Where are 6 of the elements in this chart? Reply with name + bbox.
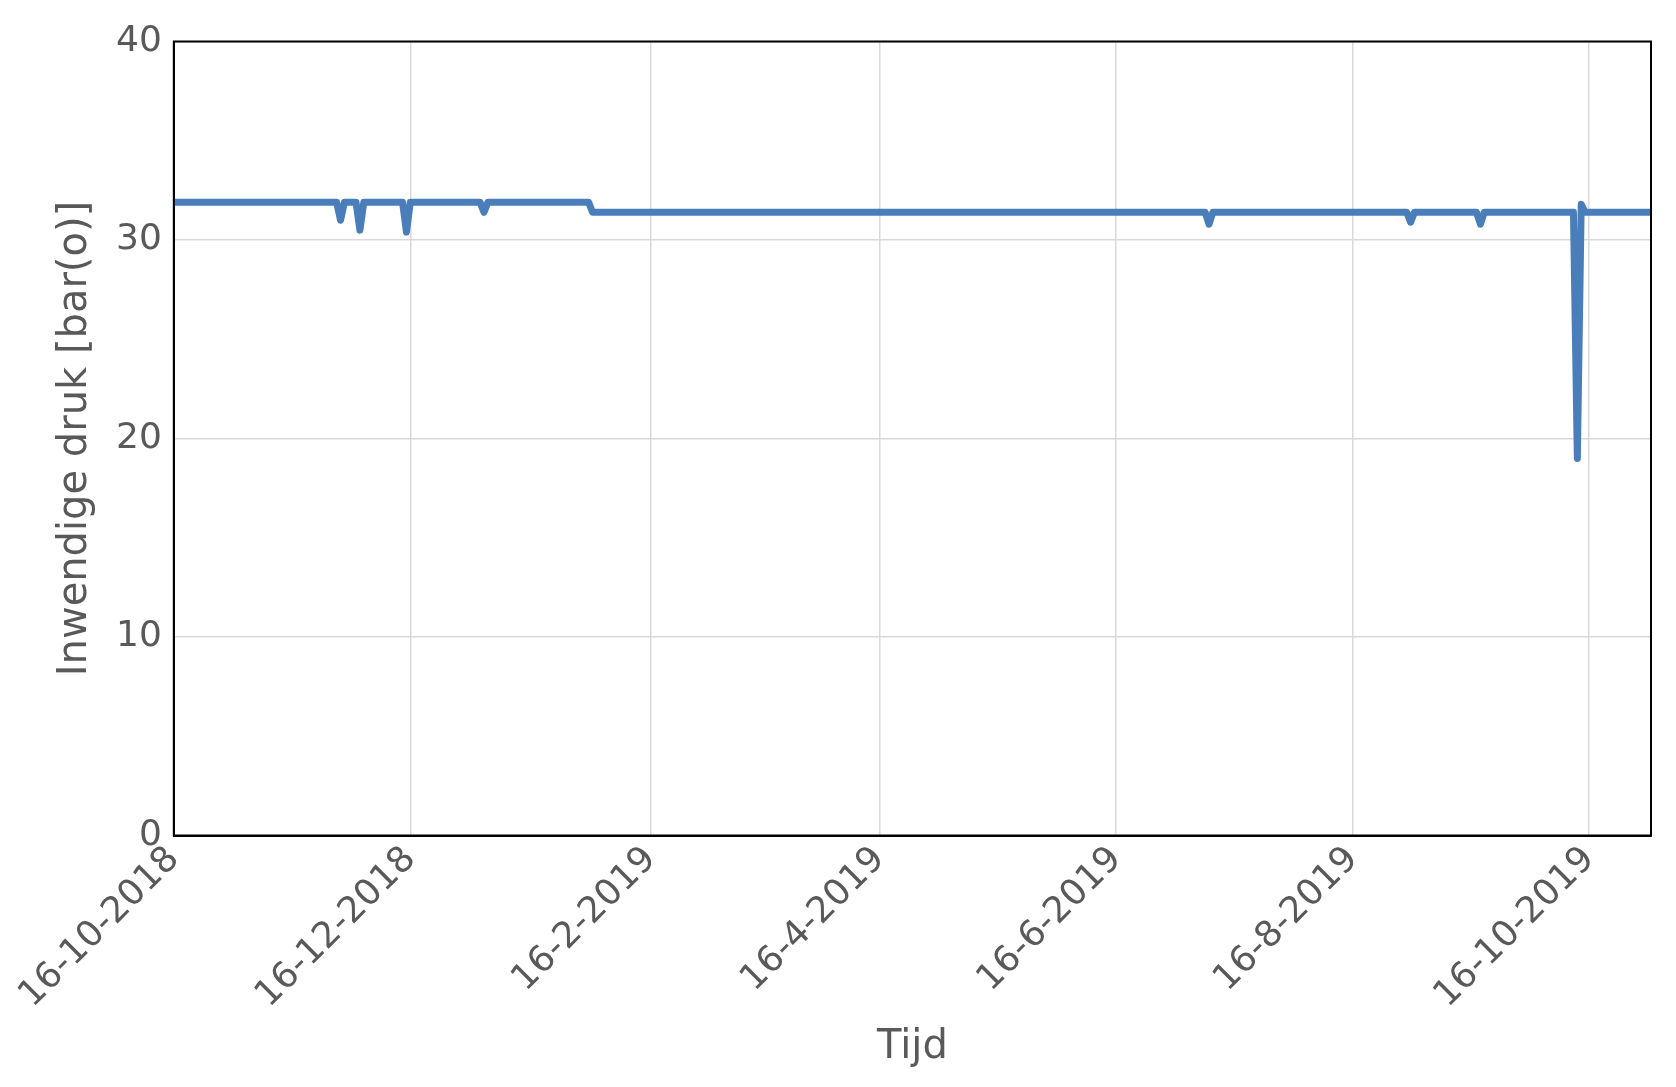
y-tick-label: 20 (116, 414, 162, 456)
y-tick-label: 40 (116, 17, 162, 59)
y-axis-title: Inwendige druk [bar(o)] (49, 200, 96, 677)
x-axis-title: Tijd (875, 1021, 948, 1068)
y-tick-label: 30 (116, 216, 162, 258)
y-tick-label: 10 (116, 613, 162, 655)
